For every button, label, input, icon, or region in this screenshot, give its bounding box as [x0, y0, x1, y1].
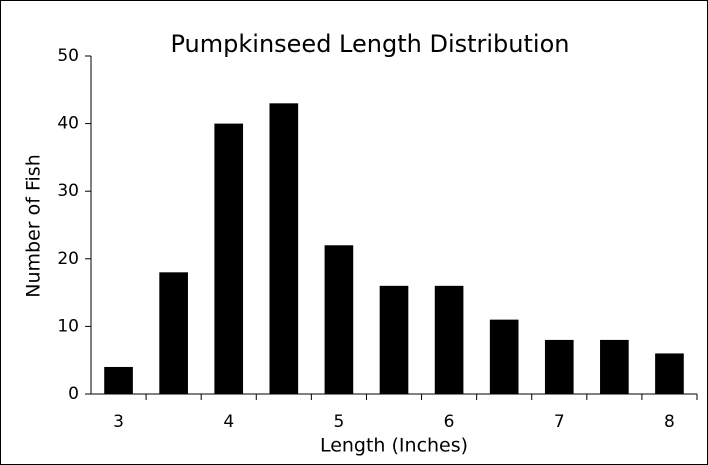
y-tick-label: 30 [57, 181, 79, 201]
bar [489, 319, 519, 394]
bar [544, 339, 574, 394]
bar [434, 285, 464, 394]
bar [159, 272, 188, 394]
y-tick-label: 40 [57, 114, 79, 134]
bar [655, 353, 684, 394]
chart-title: Pumpkinseed Length Distribution [171, 30, 570, 58]
bar [324, 245, 354, 394]
x-axis-label: Length (Inches) [320, 435, 468, 457]
x-tick-label: 4 [223, 412, 234, 432]
bar [104, 366, 133, 394]
bar [269, 103, 299, 394]
x-tick-label: 3 [113, 412, 124, 432]
x-tick-label: 6 [444, 412, 455, 432]
y-axis-label: Number of Fish [23, 154, 45, 297]
y-tick-label: 10 [57, 316, 79, 336]
bar [379, 285, 409, 394]
x-tick-label: 5 [333, 412, 344, 432]
y-tick-label: 20 [57, 249, 79, 269]
y-tick-label: 0 [68, 384, 79, 404]
bar [214, 123, 244, 394]
x-tick-label: 8 [664, 412, 675, 432]
x-tick-label: 7 [554, 412, 565, 432]
y-tick-label: 50 [57, 46, 79, 66]
bar [600, 339, 629, 394]
